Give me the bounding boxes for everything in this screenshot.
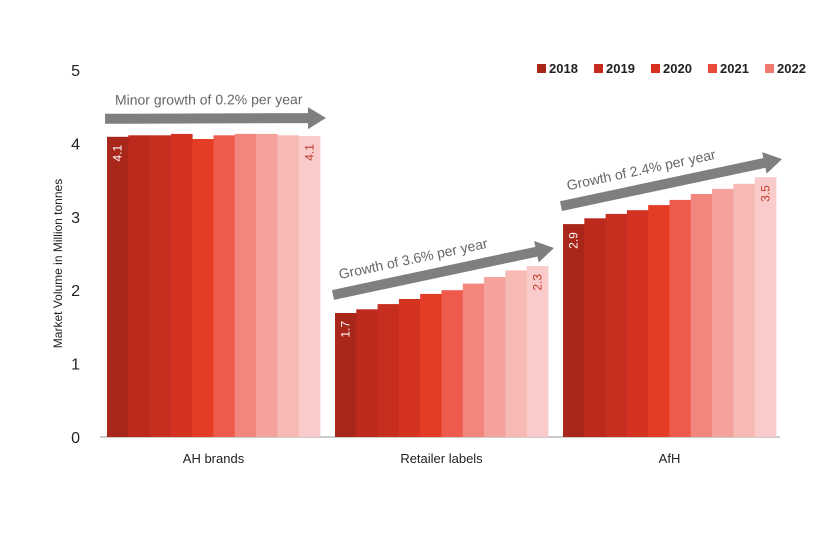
legend-swatch [765,64,774,73]
bar [420,293,442,437]
bar [149,135,172,438]
bar [484,277,506,437]
bar [298,136,321,437]
bar [754,177,777,437]
y-axis-label: Market Volume in Million tonnes [51,179,65,348]
bar [526,266,549,437]
y-tick-label: 2 [71,283,80,300]
data-label-first: 1.7 [339,321,353,338]
bar [712,188,734,437]
bar [335,313,357,437]
y-tick-label: 3 [71,210,80,227]
arrow-shape [559,152,782,212]
bar [626,210,649,437]
y-axis-ticks: 0 1 2 3 4 5 [71,63,80,447]
legend: 2018 2019 2020 2021 2022 [537,61,806,76]
bar [563,224,585,437]
bar [107,136,129,438]
bar [505,270,528,437]
legend-swatch [537,64,546,73]
bar [690,194,713,437]
bar [356,309,378,437]
data-label-first: 4.1 [111,144,125,161]
legend-item: 2020 [663,61,692,76]
bar [398,299,421,437]
y-tick-label: 1 [71,357,80,374]
growth-arrow: Minor growth of 0.2% per year [104,91,326,130]
y-tick-label: 4 [71,136,80,153]
y-tick-label: 0 [71,430,80,447]
legend-swatch [594,64,603,73]
data-labels: 4.1 4.1 1.7 2.3 2.9 3.5 [111,144,773,338]
bar [605,213,628,437]
data-label-last: 2.3 [530,274,544,291]
legend-item: 2022 [777,61,806,76]
legend-item: 2021 [720,61,749,76]
bar [648,205,670,437]
data-label-last: 3.5 [758,185,772,202]
growth-annotation: Minor growth of 0.2% per year [115,91,303,108]
bar [462,283,485,437]
category-label: AH brands [183,451,245,466]
arrow-shape [331,240,554,300]
bar [192,139,214,437]
bar [170,133,193,437]
data-label-first: 2.9 [567,232,581,249]
legend-swatch [708,64,717,73]
arrow-shape [104,107,326,130]
bar [584,218,606,437]
bars [107,133,777,438]
legend-item: 2018 [549,61,578,76]
category-label: Retailer labels [400,451,483,466]
bar [441,290,464,437]
category-label: AfH [659,451,681,466]
legend-swatch [651,64,660,73]
category-labels: AH brands Retailer labels AfH [183,451,681,466]
bar [234,133,257,437]
bar [733,183,756,437]
bar [277,135,300,438]
bar [669,199,692,437]
data-label-last: 4.1 [302,144,316,161]
legend-item: 2019 [606,61,635,76]
bar [128,135,150,438]
y-tick-label: 5 [71,63,80,80]
bar [377,304,400,437]
bar [256,133,278,437]
bar [213,135,236,438]
